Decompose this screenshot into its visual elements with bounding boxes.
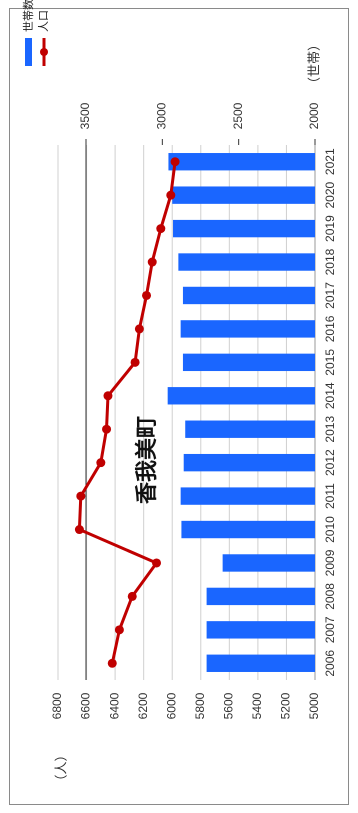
secondary-axis-households: 2000 2500 3000 3500 （世帯） bbox=[78, 38, 323, 145]
tick-label: 2500 bbox=[231, 102, 245, 129]
year-label: 2021 bbox=[323, 148, 337, 175]
point-2012 bbox=[96, 458, 106, 468]
year-label: 2016 bbox=[323, 315, 337, 342]
tick-label: 6000 bbox=[164, 692, 178, 719]
bar-2018 bbox=[178, 253, 315, 271]
point-2009 bbox=[152, 558, 162, 568]
point-2018 bbox=[147, 257, 157, 267]
year-label: 2006 bbox=[323, 650, 337, 677]
year-label: 2020 bbox=[323, 181, 337, 208]
tick-label: 6200 bbox=[136, 692, 150, 719]
point-2019 bbox=[156, 224, 166, 234]
legend: 世帯数 人口 bbox=[22, 0, 50, 66]
line-series-population bbox=[74, 157, 180, 668]
bar-2012 bbox=[183, 453, 315, 472]
legend-swatch-households bbox=[25, 38, 32, 66]
secondary-axis-unit: （世帯） bbox=[308, 38, 323, 90]
point-2013 bbox=[102, 424, 112, 434]
point-2011 bbox=[76, 491, 86, 501]
year-label: 2010 bbox=[323, 516, 337, 543]
tick-label: 6400 bbox=[107, 692, 121, 719]
point-2015 bbox=[130, 357, 140, 367]
point-2016 bbox=[134, 324, 144, 334]
bar-2016 bbox=[180, 320, 315, 338]
bar-2011 bbox=[180, 487, 315, 505]
point-2008 bbox=[127, 591, 137, 601]
year-label: 2019 bbox=[323, 215, 337, 242]
year-label: 2011 bbox=[323, 483, 337, 509]
bar-2009 bbox=[222, 554, 315, 572]
bar-2019 bbox=[173, 219, 315, 238]
tick-label: 2000 bbox=[307, 102, 321, 129]
year-label: 2012 bbox=[323, 449, 337, 476]
legend-label-population: 人口 bbox=[37, 10, 50, 32]
point-2020 bbox=[166, 190, 176, 200]
chart-title-text: 香我美町 bbox=[134, 416, 160, 504]
year-label: 2015 bbox=[323, 349, 337, 376]
tick-label: 5600 bbox=[222, 692, 236, 719]
point-2006 bbox=[107, 658, 117, 668]
chart-title: 香我美町 bbox=[134, 416, 160, 504]
population-line bbox=[77, 161, 177, 664]
tick-label: 6600 bbox=[79, 692, 93, 719]
bar-series-households bbox=[167, 153, 315, 672]
category-axis-years: 2006 2007 2008 2009 2010 2011 2012 2013 2014 2015… bbox=[323, 148, 337, 677]
bar-2007 bbox=[206, 621, 315, 639]
point-2010 bbox=[74, 525, 84, 535]
tick-label: 5200 bbox=[279, 692, 293, 719]
year-label: 2018 bbox=[323, 248, 337, 275]
year-label: 2014 bbox=[323, 382, 337, 409]
bar-2021 bbox=[168, 153, 315, 171]
year-label: 2017 bbox=[323, 282, 337, 309]
year-label: 2007 bbox=[323, 616, 337, 643]
chart-frame bbox=[9, 8, 349, 805]
bar-2017 bbox=[182, 286, 315, 305]
tick-label: 3000 bbox=[155, 102, 169, 129]
tick-label: 3500 bbox=[78, 102, 92, 129]
point-2017 bbox=[142, 290, 152, 300]
tick-label: 6800 bbox=[50, 692, 64, 719]
point-2014 bbox=[103, 391, 113, 401]
bar-2014 bbox=[167, 387, 315, 405]
legend-label-households: 世帯数 bbox=[22, 0, 35, 32]
bar-2006 bbox=[206, 654, 315, 672]
point-2021 bbox=[170, 157, 180, 167]
year-label: 2009 bbox=[323, 549, 337, 576]
tick-label: 5000 bbox=[307, 692, 321, 719]
primary-axis-unit: （人） bbox=[55, 748, 70, 787]
year-label: 2013 bbox=[323, 416, 337, 443]
bar-2008 bbox=[206, 587, 315, 606]
legend-swatch-population-marker bbox=[40, 48, 48, 56]
primary-axis-population: 5000 5200 5400 5600 5800 6000 6200 6400 6600 6800… bbox=[50, 692, 321, 787]
bar-2020 bbox=[172, 186, 315, 204]
bar-2015 bbox=[182, 353, 315, 372]
point-2007 bbox=[114, 625, 124, 635]
tick-label: 5800 bbox=[193, 692, 207, 719]
year-label: 2008 bbox=[323, 583, 337, 610]
bar-2013 bbox=[185, 420, 315, 438]
tick-label: 5400 bbox=[250, 692, 264, 719]
bar-2010 bbox=[181, 520, 315, 539]
